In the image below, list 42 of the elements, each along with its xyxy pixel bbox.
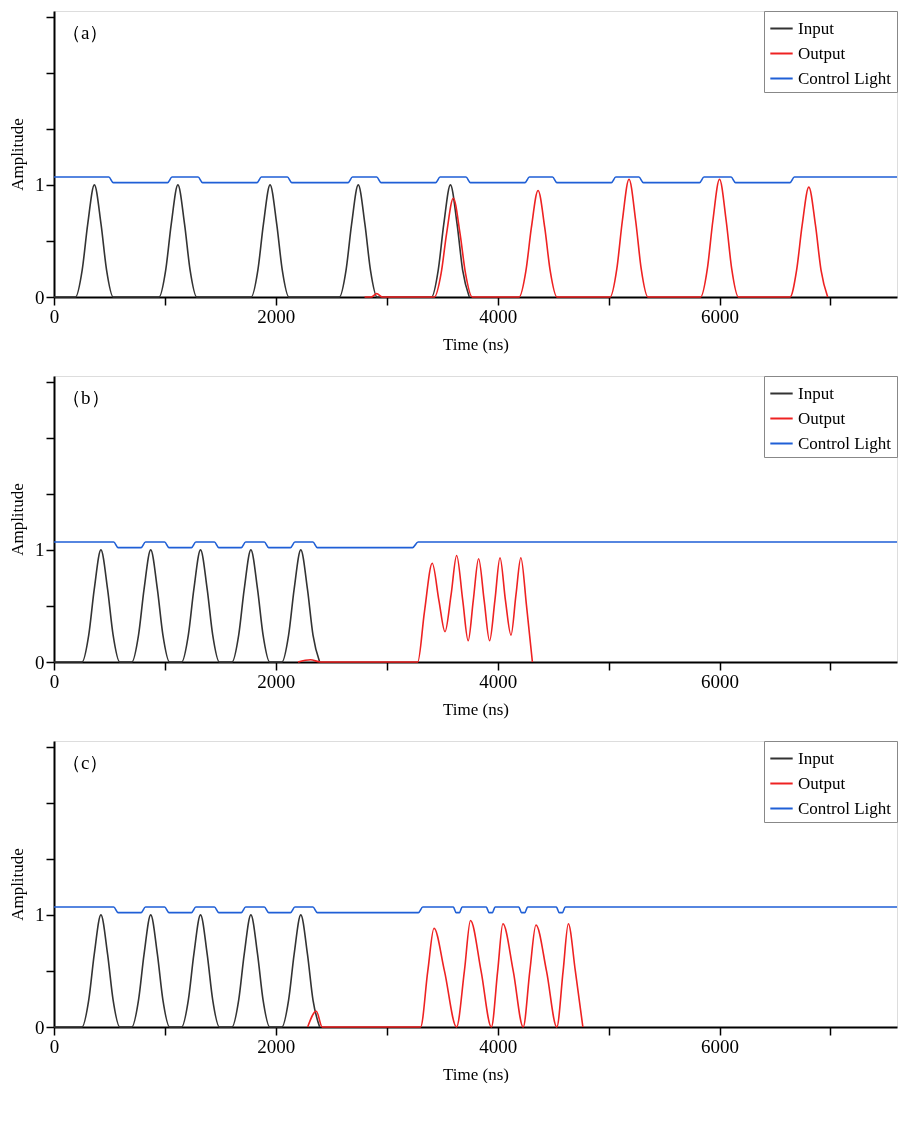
- line-series: [306, 919, 584, 1028]
- line-series: [363, 178, 829, 298]
- x-tick-label: 6000: [701, 305, 740, 327]
- x-tick-label: 6000: [701, 670, 740, 692]
- line-series: [297, 554, 534, 663]
- legend-label: Input: [798, 748, 835, 768]
- x-tick-label: 4000: [479, 670, 518, 692]
- annotation: （a）: [62, 22, 109, 43]
- legend-label: Control Light: [798, 433, 892, 453]
- x-tick-label: 4000: [479, 305, 518, 327]
- x-tick-label: 4000: [479, 1035, 518, 1057]
- line-series: [53, 184, 471, 298]
- legend-label: Control Light: [798, 798, 892, 818]
- x-axis-title: Time (ns): [443, 334, 509, 354]
- legend-label: Input: [798, 383, 835, 403]
- y-axis-title: Amplitude: [8, 848, 27, 921]
- x-tick-label: 6000: [701, 1035, 740, 1057]
- x-tick-label: 0: [49, 305, 60, 327]
- x-tick-label: 2000: [257, 305, 296, 327]
- legend-label: Output: [798, 408, 846, 428]
- y-tick-label: 0: [35, 286, 45, 308]
- x-tick-label: 2000: [257, 1035, 296, 1057]
- legend-label: Input: [798, 18, 835, 38]
- x-tick-label: 0: [49, 670, 60, 692]
- annotation: （b）: [62, 387, 110, 408]
- line-series: [53, 914, 321, 1028]
- legend-label: Output: [798, 773, 846, 793]
- y-tick-label: 1: [35, 174, 45, 196]
- y-axis-title: Amplitude: [8, 483, 27, 556]
- y-tick-label: 0: [35, 1016, 45, 1038]
- x-tick-label: 2000: [257, 670, 296, 692]
- y-tick-label: 1: [35, 904, 45, 926]
- y-tick-label: 1: [35, 539, 45, 561]
- legend-label: Control Light: [798, 68, 892, 88]
- x-axis-title: Time (ns): [443, 699, 509, 719]
- annotation: （c）: [62, 752, 109, 773]
- legend-label: Output: [798, 43, 846, 63]
- y-tick-label: 0: [35, 651, 45, 673]
- x-axis-title: Time (ns): [443, 1064, 509, 1084]
- x-tick-label: 0: [49, 1035, 60, 1057]
- y-axis-title: Amplitude: [8, 118, 27, 191]
- line-series: [53, 549, 321, 663]
